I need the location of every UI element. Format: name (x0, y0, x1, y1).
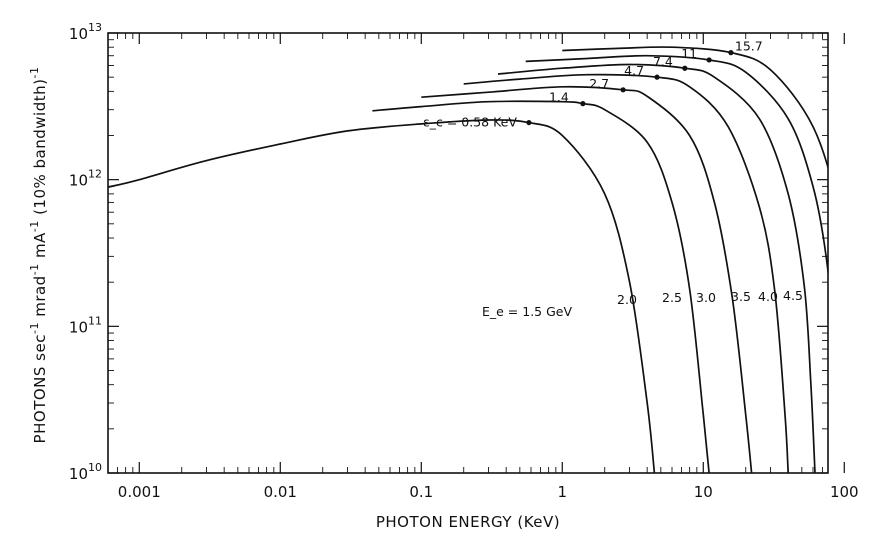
y-tick-label: 1012 (69, 168, 102, 190)
y-tick-label: 1010 (69, 461, 102, 483)
x-tick-label: 10 (694, 483, 713, 501)
series-line (372, 100, 710, 473)
critical-energy-label: 7.4 (653, 54, 673, 69)
electron-energy-label: 4.0 (758, 289, 778, 304)
x-tick-label: 0.1 (409, 483, 433, 501)
electron-energy-label: E_e = 1.5 GeV (482, 304, 572, 319)
y-tick-label: 1013 (69, 21, 102, 43)
series-line (463, 73, 790, 473)
series-line (108, 119, 656, 473)
critical-energy-dot (706, 57, 712, 63)
critical-energy-dot (728, 50, 734, 56)
x-tick-label: 0.01 (264, 483, 297, 501)
series-line (421, 85, 753, 473)
curves (108, 46, 828, 473)
critical-energy-dot (580, 101, 586, 107)
axes (107, 32, 829, 474)
y-axis-label: PHOTONS sec-1 mrad-1 mA-1 (10% bandwidth… (28, 67, 49, 444)
critical-energy-dot (620, 87, 626, 93)
electron-energy-label: 4.5 (783, 288, 803, 303)
electron-energy-label: 2.5 (662, 290, 682, 305)
series-line (497, 63, 816, 473)
critical-energy-label: 2.7 (589, 76, 609, 91)
x-tick-label: 1 (558, 483, 568, 501)
ticks (108, 32, 845, 474)
x-tick-label: 0.001 (118, 483, 161, 501)
x-axis-label: PHOTON ENERGY (KeV) (376, 513, 560, 531)
electron-energy-label: 3.0 (696, 290, 716, 305)
critical-energy-dot (526, 119, 532, 126)
critical-energy-label: ε_c = 0.58 KeV (423, 115, 517, 130)
electron-energy-label: 3.5 (731, 289, 751, 304)
x-tick-label: 100 (830, 483, 859, 501)
electron-energy-label: 2.0 (617, 292, 637, 307)
critical-energy-label: 15.7 (735, 39, 763, 54)
critical-energy-label: 11 (681, 46, 697, 61)
critical-energy-label: 1.4 (549, 90, 569, 105)
series-line (562, 46, 828, 171)
critical-energy-label: 4.7 (624, 63, 644, 78)
critical-energy-dot (654, 74, 660, 80)
labels: 0.001 0.01 0.1 1 10 100 1010 1011 1012 1013 PHOTON… (28, 21, 859, 531)
series-line (525, 54, 828, 279)
critical-energy-dot (682, 65, 688, 71)
y-tick-label: 1011 (69, 314, 102, 336)
plot-frame (107, 32, 829, 474)
